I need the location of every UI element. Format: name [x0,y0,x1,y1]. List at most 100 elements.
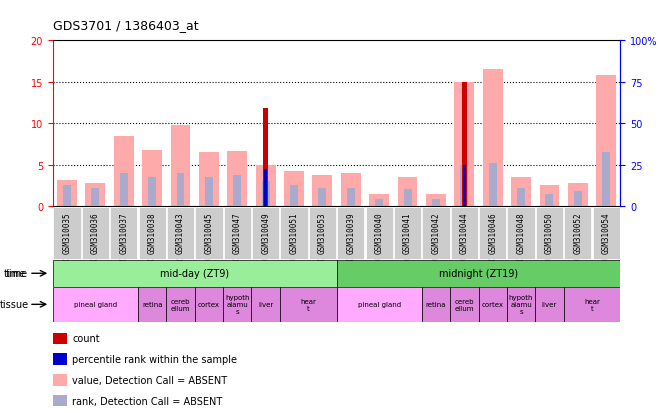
FancyBboxPatch shape [195,287,223,322]
Bar [312,175,333,206]
Bar [432,200,440,206]
Text: rank, Detection Call = ABSENT: rank, Detection Call = ABSENT [73,396,222,406]
FancyBboxPatch shape [82,208,109,259]
Text: pineal gland: pineal gland [358,301,401,308]
FancyBboxPatch shape [535,287,564,322]
FancyBboxPatch shape [53,260,337,287]
Bar [170,126,191,206]
Bar [545,194,554,206]
FancyBboxPatch shape [252,208,279,259]
Bar [318,188,327,206]
Text: cortex: cortex [482,301,504,308]
FancyBboxPatch shape [479,208,506,259]
Bar [119,173,128,206]
Text: GSM310038: GSM310038 [148,211,156,253]
Text: GSM310039: GSM310039 [346,211,355,253]
Text: retina: retina [142,301,162,308]
Text: GSM310046: GSM310046 [488,211,497,253]
Bar [148,178,156,206]
Bar [568,183,588,206]
Text: GSM310042: GSM310042 [432,211,440,253]
Bar [460,165,469,206]
Text: GSM310047: GSM310047 [233,211,242,253]
Text: mid-day (ZT9): mid-day (ZT9) [160,268,229,279]
Bar [462,83,467,206]
FancyBboxPatch shape [139,208,166,259]
Text: GSM310037: GSM310037 [119,211,128,253]
FancyBboxPatch shape [422,287,450,322]
Bar [482,70,503,206]
FancyBboxPatch shape [508,208,535,259]
Text: GSM310036: GSM310036 [91,211,100,253]
Text: pineal gland: pineal gland [74,301,117,308]
FancyBboxPatch shape [337,208,364,259]
FancyBboxPatch shape [251,287,280,322]
Bar [539,186,560,206]
Text: GSM310045: GSM310045 [205,211,213,253]
Bar [63,186,71,206]
Bar [199,153,219,206]
Bar [426,194,446,206]
Bar [369,194,389,206]
Text: liver: liver [542,301,557,308]
Text: GSM310054: GSM310054 [602,211,611,253]
Bar [375,200,383,206]
FancyBboxPatch shape [53,208,81,259]
Text: GSM310053: GSM310053 [318,211,327,253]
Text: GSM310040: GSM310040 [375,211,383,253]
Text: GSM310043: GSM310043 [176,211,185,253]
Bar [463,165,465,206]
Bar [574,192,582,206]
Bar [511,178,531,206]
FancyBboxPatch shape [451,208,478,259]
Text: GSM310049: GSM310049 [261,211,270,253]
Text: percentile rank within the sample: percentile rank within the sample [73,354,238,364]
Bar [341,173,361,206]
Text: cortex: cortex [198,301,220,308]
FancyBboxPatch shape [223,287,251,322]
FancyBboxPatch shape [167,208,194,259]
Bar [261,182,270,206]
Bar [403,190,412,206]
Text: GSM310041: GSM310041 [403,211,412,253]
Bar [488,164,497,206]
Text: GSM310048: GSM310048 [517,211,525,253]
FancyBboxPatch shape [166,287,195,322]
Bar [53,333,67,344]
FancyBboxPatch shape [224,208,251,259]
FancyBboxPatch shape [309,208,336,259]
FancyBboxPatch shape [394,208,421,259]
Text: GSM310035: GSM310035 [63,211,71,253]
Bar [265,169,267,206]
FancyBboxPatch shape [593,208,620,259]
Text: count: count [73,334,100,344]
Text: value, Detection Call = ABSENT: value, Detection Call = ABSENT [73,375,228,385]
Bar [85,183,106,206]
Bar [284,172,304,206]
Bar [397,178,418,206]
FancyBboxPatch shape [450,287,478,322]
Bar [517,188,525,206]
FancyBboxPatch shape [53,287,138,322]
Bar [142,150,162,206]
Text: GSM310052: GSM310052 [574,211,582,253]
FancyBboxPatch shape [110,208,137,259]
Bar [114,136,134,206]
Text: cereb
ellum: cereb ellum [171,298,190,311]
FancyBboxPatch shape [280,208,308,259]
Bar [53,354,67,365]
Text: time: time [3,268,26,279]
Bar [53,395,67,406]
Text: GSM310044: GSM310044 [460,211,469,253]
FancyBboxPatch shape [507,287,535,322]
Text: GSM310050: GSM310050 [545,211,554,253]
Bar [233,175,242,206]
FancyBboxPatch shape [138,287,166,322]
Bar [205,178,213,206]
Text: midnight (ZT19): midnight (ZT19) [439,268,518,279]
FancyBboxPatch shape [564,287,620,322]
Bar [263,109,268,206]
FancyBboxPatch shape [280,287,337,322]
Bar [346,188,355,206]
FancyBboxPatch shape [195,208,222,259]
